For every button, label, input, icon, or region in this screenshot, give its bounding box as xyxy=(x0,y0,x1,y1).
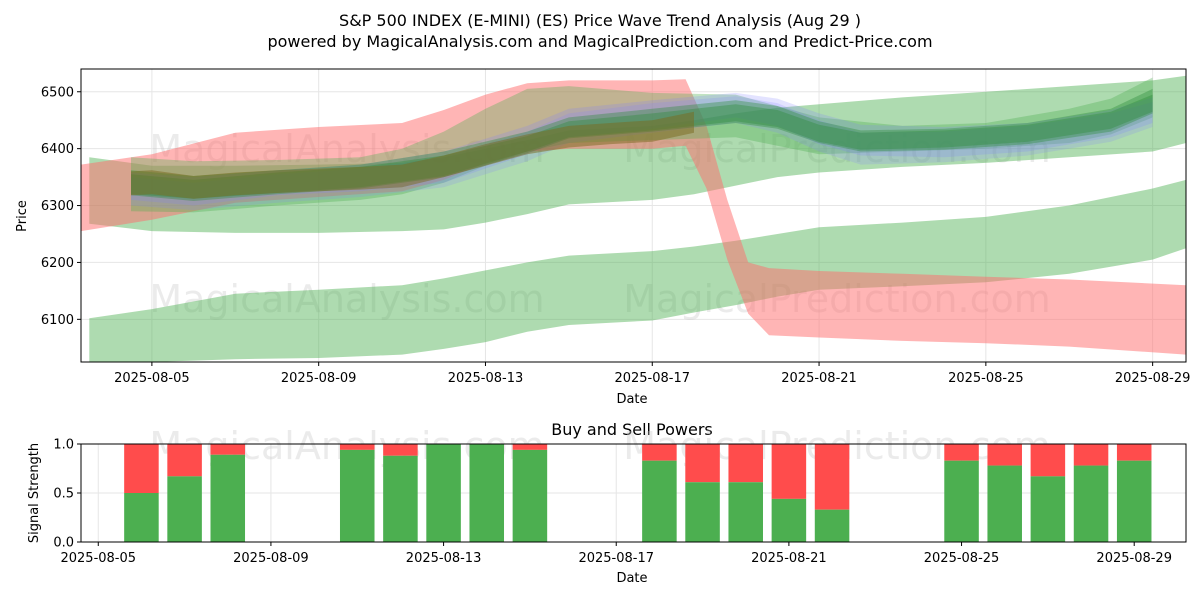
x-tick-label: 2025-08-09 xyxy=(233,551,309,566)
price-y-ticks: 6100 6200 6300 6400 6500 xyxy=(41,85,81,328)
x-tick-label: 2025-08-21 xyxy=(751,551,827,566)
sell-bar xyxy=(814,444,850,510)
buy-bar xyxy=(210,454,246,542)
sell-bar xyxy=(210,444,246,455)
signal-panel: Buy and Sell Powers MagicalAnalysis.com … xyxy=(27,420,1187,586)
buy-bar xyxy=(814,509,850,542)
x-tick-label: 2025-08-09 xyxy=(281,371,357,386)
price-plot-frame xyxy=(80,68,1187,363)
x-tick-label: 2025-08-25 xyxy=(924,551,1000,566)
buy-bar xyxy=(426,444,461,542)
y-tick-label: 6200 xyxy=(41,256,74,271)
x-tick-label: 2025-08-05 xyxy=(60,551,136,566)
x-tick-label: 2025-08-29 xyxy=(1115,371,1191,386)
band-brown-core xyxy=(131,111,694,199)
sell-bar xyxy=(642,444,677,461)
y-tick-label: 0.0 xyxy=(53,536,74,551)
sell-bar xyxy=(1030,444,1066,477)
buy-bar xyxy=(469,444,505,542)
buy-bar xyxy=(512,449,548,542)
signal-x-ticks: 2025-08-05 2025-08-09 2025-08-13 2025-08-17… xyxy=(60,542,1172,566)
y-tick-label: 1.0 xyxy=(53,438,74,453)
chart-title-line2: powered by MagicalAnalysis.com and Magic… xyxy=(267,32,932,51)
y-tick-label: 6100 xyxy=(41,313,74,328)
band-green-wide-low xyxy=(89,179,1186,362)
buy-bar xyxy=(642,460,677,542)
buy-bar xyxy=(1116,460,1152,542)
x-tick-label: 2025-08-17 xyxy=(614,371,690,386)
sell-bar xyxy=(383,444,418,456)
buy-bar xyxy=(339,449,375,542)
price-bands xyxy=(81,75,1186,362)
sell-bar xyxy=(1116,444,1152,461)
buy-bar xyxy=(987,465,1022,542)
x-tick-label: 2025-08-17 xyxy=(578,551,654,566)
price-y-label: Price xyxy=(15,200,30,232)
price-panel: MagicalAnalysis.com MagicalPrediction.co… xyxy=(15,68,1190,407)
buy-bar xyxy=(383,455,418,542)
sell-bar xyxy=(339,444,375,450)
buy-bar xyxy=(685,482,720,542)
buy-bar xyxy=(1030,476,1066,542)
x-tick-label: 2025-08-05 xyxy=(114,371,190,386)
sell-bar xyxy=(728,444,763,483)
price-x-label: Date xyxy=(616,392,647,407)
x-tick-label: 2025-08-13 xyxy=(406,551,482,566)
buy-bar xyxy=(728,482,763,542)
sell-bar xyxy=(512,444,548,450)
sell-bar xyxy=(1073,444,1109,466)
buy-bar xyxy=(167,476,202,542)
signal-bars xyxy=(124,444,1152,542)
buy-bar xyxy=(944,460,979,542)
signal-x-label: Date xyxy=(616,571,647,586)
buy-bar xyxy=(124,493,159,542)
signal-y-label: Signal Strength xyxy=(27,443,42,543)
band-red-forecast xyxy=(81,79,1186,355)
sell-bar xyxy=(685,444,720,483)
x-tick-label: 2025-08-21 xyxy=(781,371,857,386)
sell-bar xyxy=(124,444,159,493)
y-tick-label: 6400 xyxy=(41,142,74,157)
buy-bar xyxy=(771,498,807,542)
sell-bar xyxy=(944,444,979,461)
signal-y-ticks: 0.0 0.5 1.0 xyxy=(53,438,81,551)
x-tick-label: 2025-08-13 xyxy=(448,371,524,386)
sell-bar xyxy=(771,444,807,499)
chart-title-line1: S&P 500 INDEX (E-MINI) (ES) Price Wave T… xyxy=(339,11,861,30)
buy-bar xyxy=(1073,465,1109,542)
x-tick-label: 2025-08-29 xyxy=(1096,551,1172,566)
sell-bar xyxy=(987,444,1022,466)
y-tick-label: 6300 xyxy=(41,199,74,214)
signal-title: Buy and Sell Powers xyxy=(551,420,713,439)
watermark-analysis: MagicalAnalysis.com xyxy=(149,277,544,321)
y-tick-label: 6500 xyxy=(41,85,74,100)
y-tick-label: 0.5 xyxy=(53,487,74,502)
x-tick-label: 2025-08-25 xyxy=(948,371,1024,386)
price-x-ticks: 2025-08-05 2025-08-09 2025-08-13 2025-08-17… xyxy=(114,362,1190,386)
sell-bar xyxy=(167,444,202,477)
